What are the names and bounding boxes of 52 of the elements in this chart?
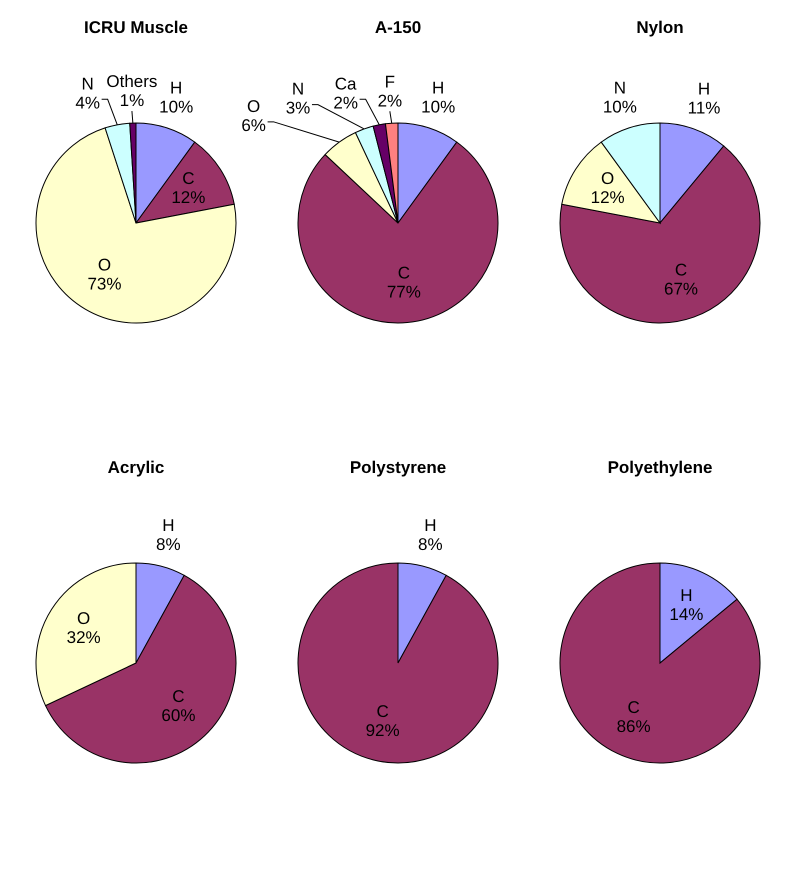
slice-label: H xyxy=(432,78,444,98)
slice-label: O xyxy=(246,96,260,116)
slice-label: N xyxy=(292,80,304,99)
slice-label: C xyxy=(674,260,688,280)
slice-label: C xyxy=(376,702,389,722)
data-label: 67% xyxy=(664,279,698,298)
pie-slice xyxy=(560,562,760,764)
slice-label: N xyxy=(82,74,94,94)
data-label: 3% xyxy=(286,98,310,118)
data-label: 1% xyxy=(120,91,144,110)
slice-label: F xyxy=(384,72,396,92)
slice-label: H xyxy=(162,516,174,536)
data-label: 73% xyxy=(87,274,122,294)
data-label: 8% xyxy=(156,535,181,554)
data-label: 12% xyxy=(171,188,206,207)
slice-label: Ca xyxy=(334,74,358,94)
data-label: 14% xyxy=(669,604,704,624)
slice-label: C xyxy=(627,698,640,718)
data-label: 2% xyxy=(378,91,402,110)
slice-label: C xyxy=(398,264,410,283)
slice-label: N xyxy=(614,78,626,98)
chart-title: Polyethylene xyxy=(608,458,712,477)
slice-label: H xyxy=(680,586,693,605)
data-label: 2% xyxy=(333,93,358,112)
data-label: 8% xyxy=(418,535,443,554)
data-label: 10% xyxy=(602,97,637,116)
chart-title: A-150 xyxy=(374,18,422,37)
slice-label: C xyxy=(172,687,185,706)
slice-label: O xyxy=(601,168,614,188)
data-label: 86% xyxy=(616,717,651,736)
data-label: 11% xyxy=(688,98,720,118)
data-label: 77% xyxy=(386,282,421,302)
slice-label: H xyxy=(424,516,436,536)
slice-label: H xyxy=(170,78,182,98)
chart-title: Nylon xyxy=(636,18,684,37)
pie-slice xyxy=(298,562,498,764)
data-label: 6% xyxy=(241,116,266,135)
data-label: 32% xyxy=(66,628,101,647)
slice-label: H xyxy=(698,80,710,99)
slice-label: Others xyxy=(106,72,158,92)
chart-title: Polystyrene xyxy=(350,458,446,477)
data-label: 4% xyxy=(75,93,100,112)
data-label: 92% xyxy=(366,721,400,740)
slice-label: O xyxy=(98,255,112,274)
chart-title: Acrylic xyxy=(108,458,164,477)
data-label: 60% xyxy=(161,706,196,726)
data-label: 12% xyxy=(590,188,625,207)
chart-title: ICRU Muscle xyxy=(84,18,188,37)
slice-label: C xyxy=(182,168,194,188)
slice-label: O xyxy=(77,608,90,628)
data-label: 10% xyxy=(159,97,194,116)
data-label: 10% xyxy=(421,97,456,116)
